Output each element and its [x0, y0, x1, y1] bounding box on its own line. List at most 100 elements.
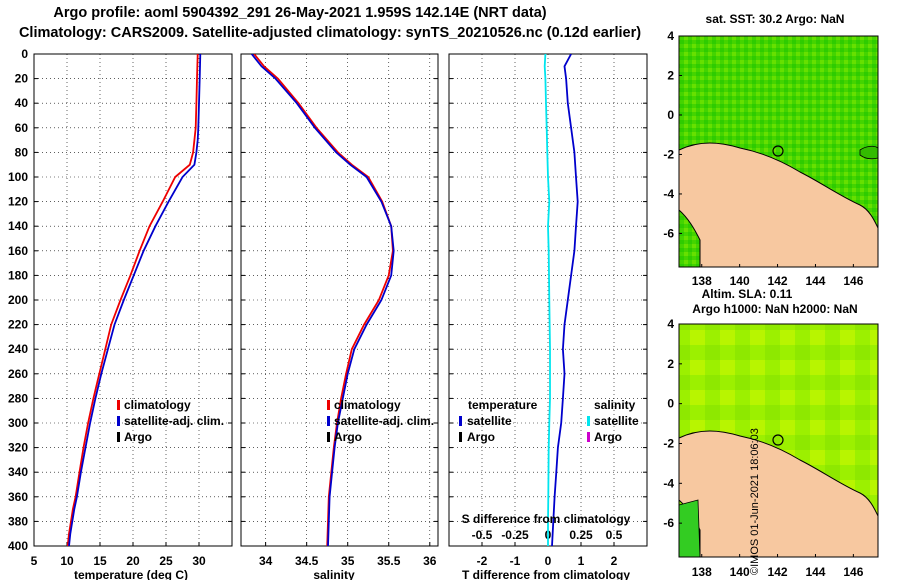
lon-tick-label: 140 [730, 565, 750, 579]
grid-lines [33, 53, 647, 547]
depth-tick-label: 340 [8, 465, 28, 479]
legend-swatch-s-satellite [587, 416, 590, 426]
salinity-panel [240, 53, 439, 547]
lon-tick-label: 138 [692, 274, 712, 288]
sla-map-title-2: Argo h1000: NaN h2000: NaN [692, 302, 857, 316]
depth-tick-label: 280 [8, 391, 28, 405]
difference-x-axis: -2 -1 0 1 2-0.5 -0.25 0 0.25 0.5 [472, 528, 623, 568]
profile-series [66, 54, 579, 546]
difference-xlabel: T difference from climatology [462, 568, 630, 580]
depth-tick-label: 100 [8, 170, 28, 184]
title-line-1: Argo profile: aoml 5904392_291 26-May-20… [53, 5, 547, 21]
x-tick-label: 15 [93, 554, 107, 568]
legend-swatch-argo [327, 432, 330, 442]
s-difference-label: S difference from climatology [462, 512, 631, 526]
lat-tick-label: -6 [663, 516, 674, 530]
lon-tick-label: 144 [805, 274, 825, 288]
s-tick-label: 0.5 [606, 528, 623, 542]
x-tick-label: 25 [159, 554, 173, 568]
sla-map-title-1: Altim. SLA: 0.11 [702, 287, 793, 301]
legend-label-satellite: satellite-adj. clim. [124, 414, 224, 428]
x-tick-label: 36 [423, 554, 437, 568]
s-tick-label: 0.25 [569, 528, 593, 542]
x-tick-label: -1 [510, 554, 521, 568]
x-tick-label: -2 [477, 554, 488, 568]
series-line-temperature-satellite [551, 54, 579, 546]
x-tick-label: 35.5 [377, 554, 401, 568]
legend-swatch-t-satellite [459, 416, 462, 426]
sst-map: sat. SST: 30.2 Argo: NaN 4 2 0 -2 -4 -6 138 140… [663, 12, 879, 288]
depth-tick-label: 220 [8, 318, 28, 332]
sla-axis-ticks: 4 2 0 -2 -4 -6 138 140 142 144 146 [663, 317, 863, 579]
legend-swatch-climatology [117, 400, 120, 410]
s-tick-label: -0.5 [472, 528, 493, 542]
legend-swatch-s-argo [587, 432, 590, 442]
lat-tick-label: 0 [667, 397, 674, 411]
lat-tick-label: 2 [667, 357, 674, 371]
lat-tick-label: -4 [663, 476, 674, 490]
depth-tick-label: 160 [8, 244, 28, 258]
legend-label-climatology: climatology [334, 398, 401, 412]
depth-tick-label: 320 [8, 441, 28, 455]
sla-island [678, 499, 701, 558]
lon-tick-label: 146 [843, 274, 863, 288]
depth-tick-label: 260 [8, 367, 28, 381]
depth-axis: 0 20 40 60 80 100 120 140 160 180 200 220 240 260 280 3… [8, 47, 28, 553]
x-tick-label: 34 [259, 554, 273, 568]
lat-tick-label: -4 [663, 187, 674, 201]
difference-legend: temperature salinity satellite Argo sate… [459, 398, 639, 444]
depth-tick-label: 20 [15, 72, 29, 86]
depth-tick-label: 140 [8, 219, 28, 233]
legend-label-satellite: satellite-adj. clim. [334, 414, 434, 428]
sst-map-title: sat. SST: 30.2 Argo: NaN [706, 12, 845, 26]
x-tick-label: 0 [545, 554, 552, 568]
legend-swatch-satellite [327, 416, 330, 426]
legend-label-t-satellite: satellite [467, 414, 512, 428]
series-line-satellite-adj-clim- [250, 54, 395, 546]
series-line-salinity-satellite-s-units- [543, 54, 551, 546]
sla-map-frame [678, 323, 879, 558]
lon-tick-label: 144 [805, 565, 825, 579]
depth-tick-label: 40 [15, 96, 29, 110]
series-line-satellite-adj-clim- [68, 54, 202, 546]
lon-tick-label: 142 [768, 274, 788, 288]
x-tick-label: 34.5 [295, 554, 319, 568]
footer-timestamp: ©IMOS 01-Jun-2021 18:06:03 [749, 428, 762, 575]
depth-tick-label: 360 [8, 490, 28, 504]
salinity-xlabel: salinity [313, 568, 355, 580]
sst-map-frame [678, 35, 879, 268]
depth-tick-label: 200 [8, 293, 28, 307]
legend-label-s-argo: Argo [594, 430, 622, 444]
lat-tick-label: -2 [663, 436, 674, 450]
x-tick-label: 2 [611, 554, 618, 568]
salinity-legend: climatology satellite-adj. clim. Argo [327, 398, 434, 444]
lat-tick-label: 2 [667, 68, 674, 82]
legend-label-argo: Argo [334, 430, 362, 444]
legend-label-argo: Argo [124, 430, 152, 444]
x-tick-label: 30 [192, 554, 206, 568]
title-line-2: Climatology: CARS2009. Satellite-adjuste… [18, 25, 642, 41]
lat-tick-label: -2 [663, 147, 674, 161]
depth-tick-label: 60 [15, 121, 29, 135]
depth-tick-label: 240 [8, 342, 28, 356]
legend-swatch-argo [117, 432, 120, 442]
legend-title-salinity: salinity [594, 398, 636, 412]
series-line-climatology [66, 54, 199, 546]
sst-axis-ticks: 4 2 0 -2 -4 -6 138 140 142 144 146 [663, 29, 863, 288]
legend-swatch-climatology [327, 400, 330, 410]
depth-tick-label: 380 [8, 514, 28, 528]
temperature-legend: climatology satellite-adj. clim. Argo [117, 398, 224, 444]
depth-tick-label: 180 [8, 268, 28, 282]
x-tick-label: 10 [60, 554, 74, 568]
legend-label-s-satellite: satellite [594, 414, 639, 428]
sst-land [678, 142, 879, 268]
legend-swatch-t-argo [459, 432, 462, 442]
depth-tick-label: 80 [15, 145, 29, 159]
s-tick-label: -0.25 [501, 528, 529, 542]
lon-tick-label: 138 [692, 565, 712, 579]
depth-tick-label: 0 [21, 47, 28, 61]
depth-tick-label: 300 [8, 416, 28, 430]
x-tick-label: 5 [31, 554, 38, 568]
legend-swatch-satellite [117, 416, 120, 426]
